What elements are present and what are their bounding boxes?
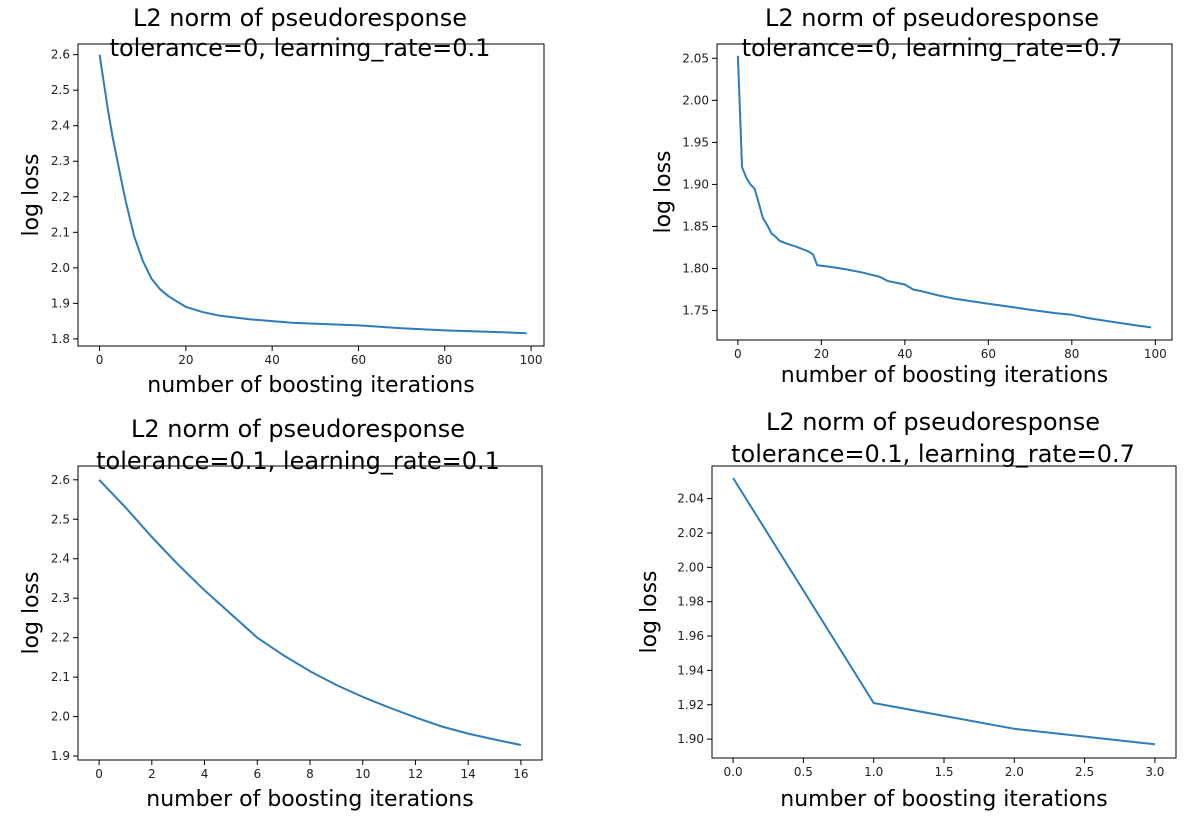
y-tick-label: 2.02 — [677, 526, 704, 540]
x-tick-label: 12 — [408, 767, 423, 781]
y-tick-label: 2.6 — [51, 473, 70, 487]
y-tick-label: 1.96 — [677, 629, 704, 643]
chart-subtitle: tolerance=0.1, learning_rate=0.1 — [96, 447, 500, 475]
y-tick-label: 2.2 — [51, 631, 70, 645]
x-tick-label: 0.0 — [724, 765, 743, 779]
y-tick-label: 1.95 — [682, 135, 709, 149]
x-tick-label: 1.5 — [934, 765, 953, 779]
chart-panel: 0.0 0.5 1.0 1.5 2.0 2.5 3.0 1.90 1.92 1.94 1.96 1.9… — [637, 408, 1177, 812]
chart-panel: 0 2 4 6 8 10 12 14 16 1.9 2.0 2.1 2.2 2.3 2.4 2.5 2.6 L2 … — [19, 415, 543, 812]
x-tick-label: 1.0 — [864, 765, 883, 779]
y-tick-label: 1.9 — [51, 749, 70, 763]
series-line — [98, 54, 527, 335]
x-axis-label: number of boosting iterations — [781, 363, 1108, 388]
x-tick-label: 100 — [1144, 347, 1167, 361]
x-tick-label: 3.0 — [1145, 765, 1164, 779]
x-tick-label: 0.5 — [794, 765, 813, 779]
x-tick-label: 8 — [306, 767, 314, 781]
y-axis-label: log loss — [651, 150, 676, 233]
x-axis-label: number of boosting iterations — [147, 373, 474, 398]
x-tick-label: 80 — [1064, 347, 1079, 361]
x-tick-label: 2.5 — [1075, 765, 1094, 779]
y-tick-label: 1.92 — [677, 698, 704, 712]
y-tick-label: 2.1 — [51, 670, 70, 684]
x-tick-label: 2.0 — [1005, 765, 1024, 779]
x-tick-label: 100 — [520, 353, 543, 367]
chart-title: L2 norm of pseudoresponse — [133, 4, 467, 32]
y-tick-label: 2.0 — [51, 261, 70, 275]
y-tick-label: 2.00 — [677, 560, 704, 574]
chart-subtitle: tolerance=0.1, learning_rate=0.7 — [731, 440, 1135, 468]
series-line — [98, 479, 522, 746]
y-tick-label: 1.9 — [51, 296, 70, 310]
x-tick-label: 6 — [253, 767, 261, 781]
x-tick-label: 60 — [981, 347, 996, 361]
y-tick-label: 2.5 — [51, 83, 70, 97]
x-tick-label: 0 — [95, 767, 103, 781]
y-tick-label: 2.3 — [51, 591, 70, 605]
y-axis-label: log loss — [19, 571, 44, 654]
y-tick-label: 2.1 — [51, 225, 70, 239]
y-tick-label: 2.5 — [51, 512, 70, 526]
y-tick-label: 2.05 — [682, 51, 709, 65]
x-axis-label: number of boosting iterations — [146, 787, 473, 812]
x-tick-label: 20 — [814, 347, 829, 361]
x-tick-label: 10 — [355, 767, 370, 781]
y-tick-label: 1.8 — [51, 332, 70, 346]
x-tick-label: 20 — [178, 353, 193, 367]
x-tick-label: 40 — [265, 353, 280, 367]
chart-title: L2 norm of pseudoresponse — [766, 408, 1100, 436]
chart-panel: 0 20 40 60 80 100 1.8 1.9 2.0 2.1 2.2 2.3 2.4 2.5 2.6 L… — [19, 4, 545, 398]
x-tick-label: 4 — [201, 767, 209, 781]
plot-frame — [716, 43, 1173, 341]
plot-frame — [711, 465, 1177, 759]
chart-title: L2 norm of pseudoresponse — [131, 415, 465, 443]
chart-panel: 0 20 40 60 80 100 1.75 1.80 1.85 1.90 1.95 2.00 2.05… — [651, 4, 1173, 388]
y-tick-label: 1.75 — [682, 304, 709, 318]
y-tick-label: 2.4 — [51, 119, 70, 133]
y-tick-label: 2.04 — [677, 492, 704, 506]
x-tick-label: 60 — [351, 353, 366, 367]
chart-title: L2 norm of pseudoresponse — [765, 4, 1099, 32]
y-tick-label: 1.80 — [682, 262, 709, 276]
y-tick-label: 1.90 — [682, 177, 709, 191]
y-tick-label: 1.94 — [677, 663, 704, 677]
y-tick-label: 1.98 — [677, 595, 704, 609]
plot-frame — [77, 465, 543, 761]
y-tick-label: 2.6 — [51, 48, 70, 62]
y-axis-label: log loss — [19, 153, 44, 236]
x-tick-label: 40 — [897, 347, 912, 361]
y-tick-label: 1.90 — [677, 732, 704, 746]
y-tick-label: 2.4 — [51, 552, 70, 566]
series-line — [736, 55, 1152, 329]
x-tick-label: 16 — [513, 767, 528, 781]
x-tick-label: 0 — [96, 353, 104, 367]
y-tick-label: 2.3 — [51, 154, 70, 168]
y-axis-label: log loss — [637, 570, 662, 653]
y-tick-label: 1.85 — [682, 219, 709, 233]
x-tick-label: 14 — [461, 767, 476, 781]
x-tick-label: 2 — [148, 767, 156, 781]
y-tick-label: 2.00 — [682, 93, 709, 107]
plot-frame — [77, 43, 545, 347]
chart-subtitle: tolerance=0, learning_rate=0.7 — [742, 34, 1123, 62]
y-tick-label: 2.2 — [51, 190, 70, 204]
x-tick-label: 0 — [734, 347, 742, 361]
chart-subtitle: tolerance=0, learning_rate=0.1 — [110, 34, 491, 62]
x-tick-label: 80 — [437, 353, 452, 367]
series-line — [732, 477, 1156, 746]
y-tick-label: 2.0 — [51, 710, 70, 724]
x-axis-label: number of boosting iterations — [780, 787, 1107, 812]
